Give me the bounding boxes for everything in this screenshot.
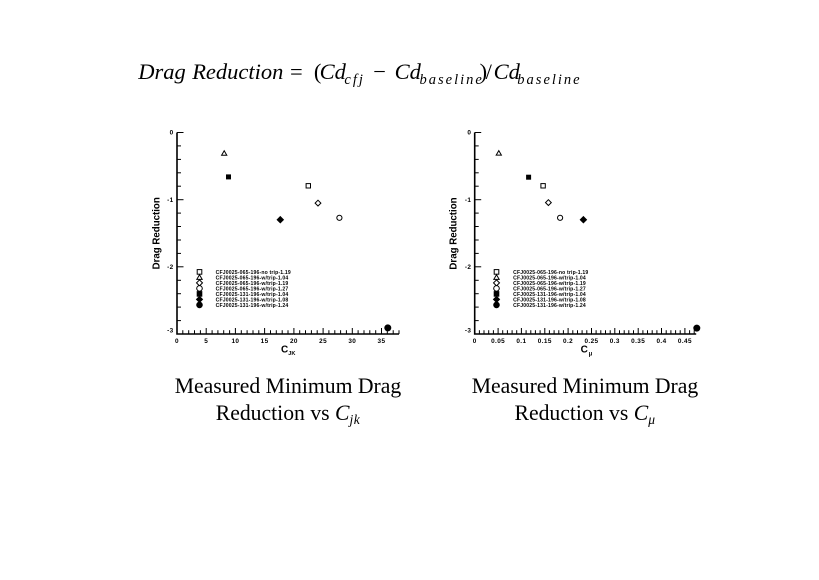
svg-text:CFJ0025-131-196-w/trip-1.04: CFJ0025-131-196-w/trip-1.04 xyxy=(216,292,289,298)
svg-text:0.45: 0.45 xyxy=(678,338,692,345)
svg-text:0.2: 0.2 xyxy=(563,338,573,345)
svg-text:0.1: 0.1 xyxy=(516,338,526,345)
svg-text:20: 20 xyxy=(290,338,298,345)
svg-text:CFJ0025-131-196-w/trip-1.08: CFJ0025-131-196-w/trip-1.08 xyxy=(216,297,289,303)
svg-text:JK: JK xyxy=(288,351,295,357)
svg-text:CFJ0025-065-196-w/trip-1.04: CFJ0025-065-196-w/trip-1.04 xyxy=(513,275,586,281)
svg-text:CFJ0025-065-196-w/trip-1.27: CFJ0025-065-196-w/trip-1.27 xyxy=(216,286,289,292)
svg-text:-1: -1 xyxy=(167,197,174,204)
svg-text:30: 30 xyxy=(348,338,356,345)
svg-text:0.3: 0.3 xyxy=(610,338,620,345)
svg-text:0.35: 0.35 xyxy=(631,338,645,345)
svg-text:0.05: 0.05 xyxy=(491,338,505,345)
svg-text:CFJ0025-065-196-no trip-1.19: CFJ0025-065-196-no trip-1.19 xyxy=(513,270,588,276)
svg-text:15: 15 xyxy=(261,338,269,345)
svg-text:5: 5 xyxy=(204,338,208,345)
svg-text:-2: -2 xyxy=(465,264,472,271)
svg-text:CFJ0025-065-196-w/trip-1.19: CFJ0025-065-196-w/trip-1.19 xyxy=(513,281,586,287)
svg-text:10: 10 xyxy=(231,338,239,345)
svg-text:Drag Reduction: Drag Reduction xyxy=(152,197,163,269)
svg-text:0: 0 xyxy=(467,130,471,137)
svg-text:-1: -1 xyxy=(465,197,472,204)
svg-text:CFJ0025-131-196-w/trip-1.08: CFJ0025-131-196-w/trip-1.08 xyxy=(513,297,586,303)
svg-text:CFJ0025-065-196-w/trip-1.19: CFJ0025-065-196-w/trip-1.19 xyxy=(216,281,289,287)
svg-text:CFJ0025-065-196-w/trip-1.27: CFJ0025-065-196-w/trip-1.27 xyxy=(513,286,586,292)
svg-text:0.15: 0.15 xyxy=(538,338,552,345)
svg-text:0: 0 xyxy=(473,338,477,345)
svg-text:CFJ0025-131-196-w/trip-1.24: CFJ0025-131-196-w/trip-1.24 xyxy=(216,303,289,309)
svg-text:CFJ0025-131-196-w/trip-1.24: CFJ0025-131-196-w/trip-1.24 xyxy=(513,303,586,309)
svg-text:35: 35 xyxy=(378,338,386,345)
svg-text:-3: -3 xyxy=(465,328,472,335)
svg-text:0.4: 0.4 xyxy=(656,338,666,345)
svg-text:CFJ0025-065-196-no trip-1.19: CFJ0025-065-196-no trip-1.19 xyxy=(216,270,291,276)
svg-text:C: C xyxy=(281,345,288,356)
svg-text:CFJ0025-065-196-w/trip-1.04: CFJ0025-065-196-w/trip-1.04 xyxy=(216,275,289,281)
svg-text:0.25: 0.25 xyxy=(584,338,598,345)
svg-text:0: 0 xyxy=(170,130,174,137)
svg-text:25: 25 xyxy=(319,338,327,345)
svg-text:-3: -3 xyxy=(167,328,174,335)
svg-text:C: C xyxy=(581,345,588,356)
svg-text:-2: -2 xyxy=(167,264,174,271)
svg-text:CFJ0025-131-196-w/trip-1.04: CFJ0025-131-196-w/trip-1.04 xyxy=(513,292,586,298)
svg-text:Drag Reduction: Drag Reduction xyxy=(449,197,460,269)
svg-text:μ: μ xyxy=(589,352,593,358)
svg-text:0: 0 xyxy=(175,338,179,345)
